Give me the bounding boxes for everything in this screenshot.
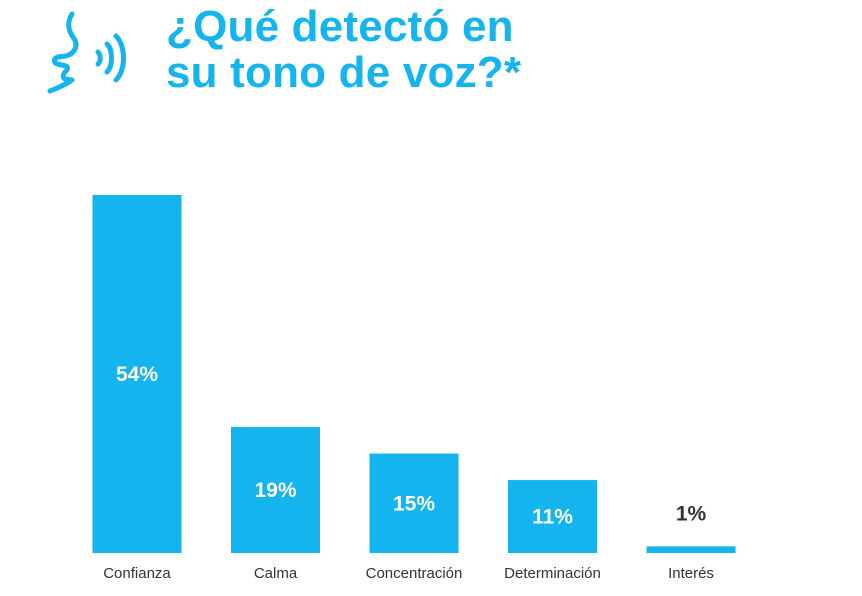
category-label: Determinación <box>504 565 601 582</box>
title-line-2: su tono de voz?* <box>166 48 522 97</box>
bar-concentración <box>369 453 459 553</box>
chart-title: ¿Qué detectó en su tono de voz?* <box>166 4 521 96</box>
bar-value-label: 15% <box>393 492 435 515</box>
category-label: Interés <box>668 565 714 582</box>
title-line-1: ¿Qué detectó en <box>166 2 514 51</box>
bar-confianza <box>92 195 182 553</box>
bar-determinación <box>508 480 597 553</box>
bar-value-label: 11% <box>532 506 573 529</box>
speaking-head-icon <box>47 11 126 94</box>
category-label: Confianza <box>103 565 171 582</box>
bar-interés <box>646 546 736 553</box>
bar-value-label: 19% <box>254 479 296 502</box>
category-label: Concentración <box>366 565 463 582</box>
header: ¿Qué detectó en su tono de voz?* <box>40 4 521 100</box>
bar-calma <box>231 427 320 553</box>
bar-value-label: 54% <box>116 363 158 386</box>
bar-value-label: 1% <box>676 502 707 525</box>
category-label: Calma <box>254 565 298 582</box>
